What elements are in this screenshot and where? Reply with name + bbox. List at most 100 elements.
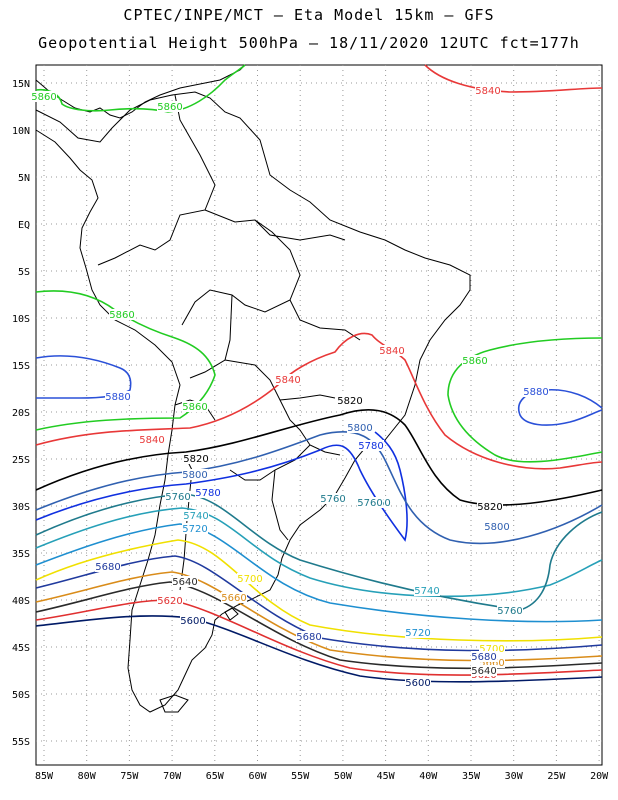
map-frame: [35, 64, 603, 766]
contour-label: 5800: [484, 522, 509, 533]
latitude-label: 35S: [12, 549, 30, 560]
latitude-label: 5N: [18, 173, 30, 184]
latitude-label: 10N: [12, 126, 30, 137]
contour-label-background: [358, 440, 384, 451]
contour-5720: [35, 523, 603, 623]
contour-label-background: [275, 374, 301, 385]
contour-label: 5760: [320, 494, 345, 505]
contour-label-background: [479, 643, 505, 654]
contour-label: 5620: [157, 596, 182, 607]
contour-label-background: [357, 497, 383, 508]
longitude-label: 65W: [206, 771, 225, 782]
contour-label: 5740: [414, 586, 439, 597]
contour-label: 5600: [405, 678, 430, 689]
contour-label-background: [475, 85, 501, 96]
contour-5740: [35, 507, 603, 598]
contour-label: 5840: [475, 86, 500, 97]
contour-5780: [35, 431, 408, 542]
contour-label: 5760: [165, 492, 190, 503]
latitude-label: 5S: [18, 267, 30, 278]
longitude-label: 60W: [248, 771, 267, 782]
longitude-label: 70W: [163, 771, 182, 782]
longitude-label: 25W: [547, 771, 566, 782]
contour-label: 5860: [462, 356, 487, 367]
contour-label-background: [337, 395, 363, 406]
contour-label: 5700: [479, 644, 504, 655]
contour-label-background: [105, 391, 131, 402]
contour-label-background: [477, 501, 503, 512]
contour-label-background: [484, 521, 510, 532]
coastlines: [35, 64, 471, 713]
tierra-del-fuego: [159, 694, 189, 713]
central-america-coastline: [35, 64, 246, 119]
latitude-labels: 15N 10N 5N EQ 5S 10S 15S 20S 25S 30S 35S 40S 45S 50S 5…: [12, 79, 30, 748]
longitude-label: 35W: [462, 771, 481, 782]
map-title-line1: CPTEC/INPE/MCT – Eta Model 15km – GFS: [123, 6, 495, 24]
longitude-labels: 85W 80W 75W 70W 65W 60W 55W 50W 45W 40W 35W 30W 25W 2…: [35, 771, 609, 782]
contour-label: 5640: [172, 577, 197, 588]
contour-label: 5820: [477, 502, 502, 513]
contour-label-background: [182, 469, 208, 480]
contour-5880-east: [518, 388, 603, 426]
contour-label-background: [195, 487, 221, 498]
contour-label-background: [157, 101, 183, 112]
contour-5760: [35, 493, 603, 611]
contour-label: 5860: [109, 310, 134, 321]
contour-label: 5840: [275, 375, 300, 386]
contour-label-background: [172, 576, 198, 587]
contour-label: 5820: [337, 396, 362, 407]
contour-label-background: [497, 605, 523, 616]
latitude-label: 10S: [12, 314, 30, 325]
longitude-label: 40W: [419, 771, 438, 782]
contour-label-background: [414, 585, 440, 596]
latitude-label: 40S: [12, 596, 30, 607]
longitude-label: 55W: [291, 771, 310, 782]
contour-label-background: [182, 401, 208, 412]
latitude-label: 15N: [12, 79, 30, 90]
contour-label-background: [183, 453, 209, 464]
contour-label-background: [405, 627, 431, 638]
contour-5860-east: [447, 337, 603, 463]
contour-label-background: [462, 355, 488, 366]
contour-label: 5680: [296, 632, 321, 643]
contour-5880-west: [35, 355, 132, 399]
contour-label: 5840: [379, 346, 404, 357]
latitude-label: 20S: [12, 408, 30, 419]
contour-label: 5720: [182, 524, 207, 535]
contour-label-background: [523, 386, 549, 397]
contour-label-background: [95, 561, 121, 572]
falkland-islands: [224, 607, 239, 621]
contour-5860-north: [35, 64, 246, 113]
contour-label: 5640: [471, 666, 496, 677]
contour-label: 5800: [182, 470, 207, 481]
south-america-coastline: [35, 91, 471, 713]
contour-label-background: [347, 422, 373, 433]
contour-label: 5740: [183, 511, 208, 522]
contour-label-background: [320, 493, 346, 504]
latitude-label: 25S: [12, 455, 30, 466]
contour-label-background: [180, 615, 206, 626]
contour-label-background: [237, 573, 263, 584]
contour-5860-south: [35, 290, 216, 431]
contour-value-labels: 5860 5860 5860 5860 5860 5840 5840 5840 5840 5880…: [31, 85, 549, 689]
contour-label-background: [157, 595, 183, 606]
contour-label: 5840: [139, 435, 164, 446]
contour-label: 5780: [358, 441, 383, 452]
contour-label-background: [379, 345, 405, 356]
contour-5800: [35, 431, 603, 545]
contour-label: 5860: [182, 402, 207, 413]
contour-label-background: [182, 523, 208, 534]
graticule: [36, 65, 602, 765]
contour-label: 5700: [237, 574, 262, 585]
contour-label-background: [296, 631, 322, 642]
contour-label: 5680: [95, 562, 120, 573]
longitude-label: 80W: [78, 771, 97, 782]
longitude-label: 20W: [590, 771, 609, 782]
longitude-label: 85W: [35, 771, 54, 782]
latitude-label: 30S: [12, 502, 30, 513]
contour-label: 5860: [31, 92, 56, 103]
contour-5840: [35, 332, 603, 470]
latitude-label: 50S: [12, 690, 30, 701]
contour-label-background: [471, 651, 497, 662]
